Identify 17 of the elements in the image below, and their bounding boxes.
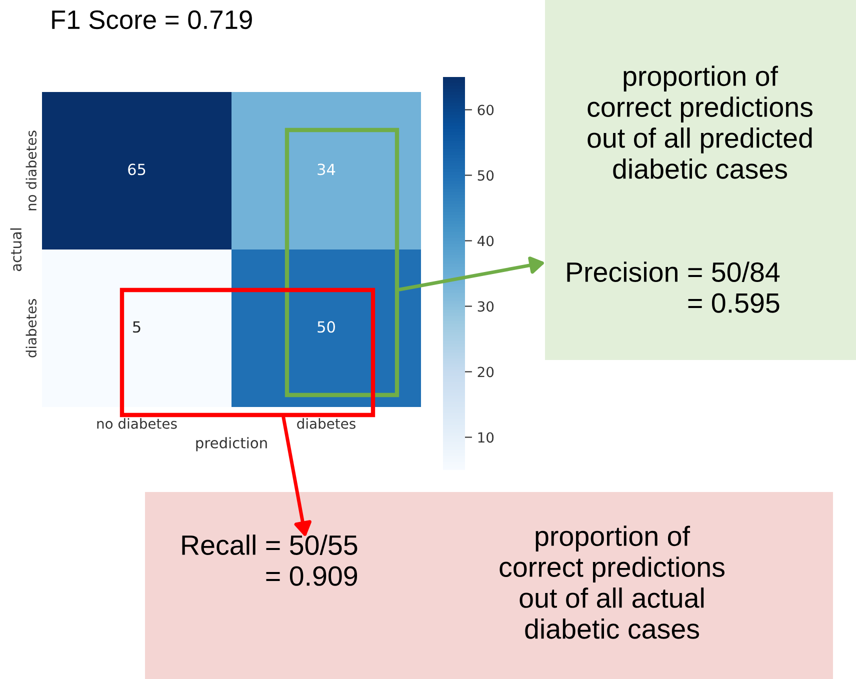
color-bar-label: 50: [478, 170, 494, 181]
text: Recall = 50/55 = 0.909: [182, 534, 358, 586]
data-label: 34: [318, 164, 336, 176]
color-bar-label: 10: [478, 432, 494, 443]
data-label: 65: [128, 164, 146, 176]
text: proportion of correct predictions out of all actual diabetic cases: [500, 526, 724, 639]
color-bar-label: 40: [477, 236, 494, 246]
y-axis-title: actual: [10, 228, 22, 272]
text: proportion of correct predictions out of all predicted diabetic cases: [588, 66, 812, 179]
x-axis-title: prediction: [196, 437, 267, 452]
color-bar-label: 20: [478, 366, 494, 378]
color-bar-label: 30: [478, 301, 494, 312]
text: Precision = 50/84 = 0.595: [567, 262, 780, 313]
data-label: 5: [133, 321, 140, 333]
chart-title: F1 Score = 0.719: [52, 10, 252, 30]
color-bar-label: 60: [478, 104, 494, 116]
data-label: 50: [318, 321, 335, 333]
